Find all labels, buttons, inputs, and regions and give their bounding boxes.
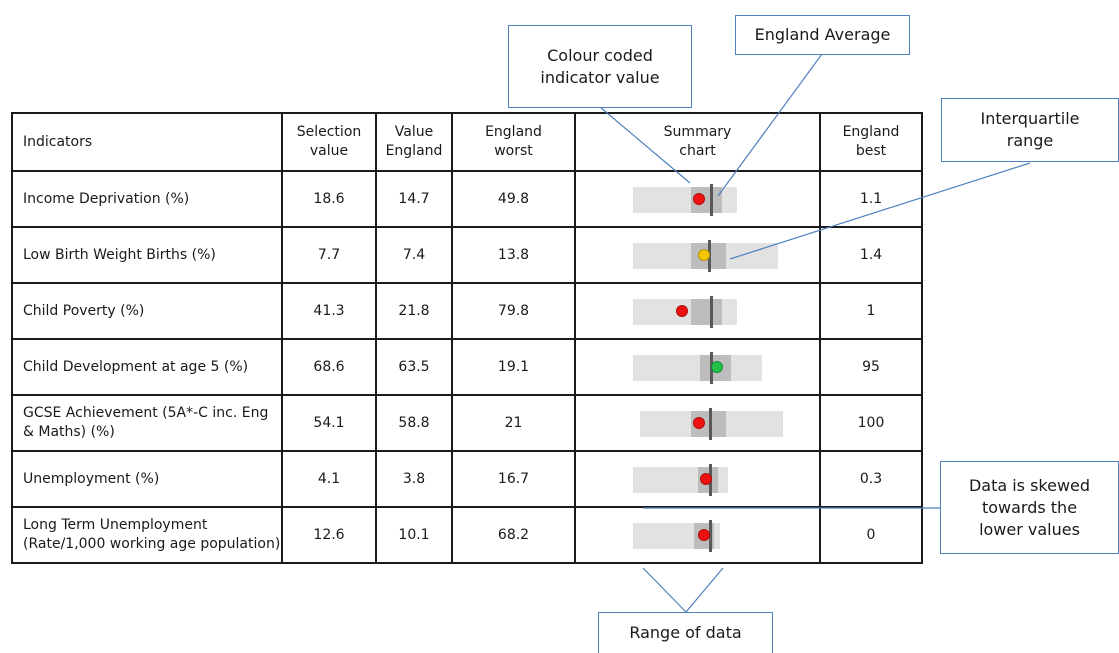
table-row: Child Poverty (%) 41.3 21.8 79.8 1 — [11, 282, 923, 340]
indicator-value-dot — [698, 249, 710, 261]
header-indicators: Indicators — [11, 112, 283, 172]
indicator-value-dot — [700, 473, 712, 485]
england-worst: 19.1 — [451, 338, 576, 396]
indicator-name: Income Deprivation (%) — [11, 170, 283, 228]
header-summary-chart: Summary chart — [574, 112, 821, 172]
indicator-value-dot — [693, 193, 705, 205]
indicator-name: Child Poverty (%) — [11, 282, 283, 340]
indicator-value-dot — [676, 305, 688, 317]
england-best: 0.3 — [819, 450, 923, 508]
indicators-table: Indicators Selection value Value England… — [11, 112, 923, 564]
header-england-worst: England worst — [451, 112, 576, 172]
summary-chart-cell — [574, 506, 821, 564]
england-worst: 49.8 — [451, 170, 576, 228]
table-header-row: Indicators Selection value Value England… — [11, 112, 923, 172]
value-england: 10.1 — [375, 506, 453, 564]
england-average-marker — [710, 184, 713, 216]
indicator-name: Long Term Unemployment (Rate/1,000 worki… — [11, 506, 283, 564]
indicator-value-dot — [698, 529, 710, 541]
selection-value: 18.6 — [281, 170, 377, 228]
indicator-name: Child Development at age 5 (%) — [11, 338, 283, 396]
table-row: Long Term Unemployment (Rate/1,000 worki… — [11, 506, 923, 564]
indicator-name: Unemployment (%) — [11, 450, 283, 508]
england-worst: 79.8 — [451, 282, 576, 340]
summary-chart-cell — [574, 450, 821, 508]
table-row: Low Birth Weight Births (%) 7.7 7.4 13.8… — [11, 226, 923, 284]
summary-chart-cell — [574, 338, 821, 396]
header-england-best: England best — [819, 112, 923, 172]
value-england: 3.8 — [375, 450, 453, 508]
indicator-name: GCSE Achievement (5A*-C inc. Eng & Maths… — [11, 394, 283, 452]
england-best: 100 — [819, 394, 923, 452]
england-worst: 21 — [451, 394, 576, 452]
selection-value: 4.1 — [281, 450, 377, 508]
selection-value: 68.6 — [281, 338, 377, 396]
england-best: 1.4 — [819, 226, 923, 284]
header-selection-value: Selection value — [281, 112, 377, 172]
summary-chart-cell — [574, 226, 821, 284]
header-value-england: Value England — [375, 112, 453, 172]
summary-chart-cell — [574, 282, 821, 340]
table-row: GCSE Achievement (5A*-C inc. Eng & Maths… — [11, 394, 923, 452]
colour-coded-callout: Colour coded indicator value — [508, 25, 692, 108]
summary-chart-cell — [574, 170, 821, 228]
summary-chart-cell — [574, 394, 821, 452]
england-best: 0 — [819, 506, 923, 564]
indicator-value-dot — [711, 361, 723, 373]
value-england: 7.4 — [375, 226, 453, 284]
value-england: 58.8 — [375, 394, 453, 452]
table-row: Unemployment (%) 4.1 3.8 16.7 0.3 — [11, 450, 923, 508]
indicator-name: Low Birth Weight Births (%) — [11, 226, 283, 284]
data-skewed-callout: Data is skewed towards the lower values — [940, 461, 1119, 554]
england-average-callout: England Average — [735, 15, 910, 55]
value-england: 14.7 — [375, 170, 453, 228]
england-worst: 13.8 — [451, 226, 576, 284]
england-average-marker — [710, 296, 713, 328]
value-england: 21.8 — [375, 282, 453, 340]
england-average-marker — [709, 408, 712, 440]
value-england: 63.5 — [375, 338, 453, 396]
range-of-data-callout: Range of data — [598, 612, 773, 653]
table-row: Child Development at age 5 (%) 68.6 63.5… — [11, 338, 923, 396]
england-best: 95 — [819, 338, 923, 396]
interquartile-range-callout: Interquartile range — [941, 98, 1119, 162]
selection-value: 7.7 — [281, 226, 377, 284]
selection-value: 41.3 — [281, 282, 377, 340]
england-worst: 68.2 — [451, 506, 576, 564]
table-row: Income Deprivation (%) 18.6 14.7 49.8 1.… — [11, 170, 923, 228]
england-best: 1 — [819, 282, 923, 340]
iqr-bar — [691, 299, 722, 325]
england-worst: 16.7 — [451, 450, 576, 508]
indicator-value-dot — [693, 417, 705, 429]
selection-value: 12.6 — [281, 506, 377, 564]
range-bar — [633, 355, 762, 381]
england-average-marker — [709, 520, 712, 552]
england-best: 1.1 — [819, 170, 923, 228]
selection-value: 54.1 — [281, 394, 377, 452]
